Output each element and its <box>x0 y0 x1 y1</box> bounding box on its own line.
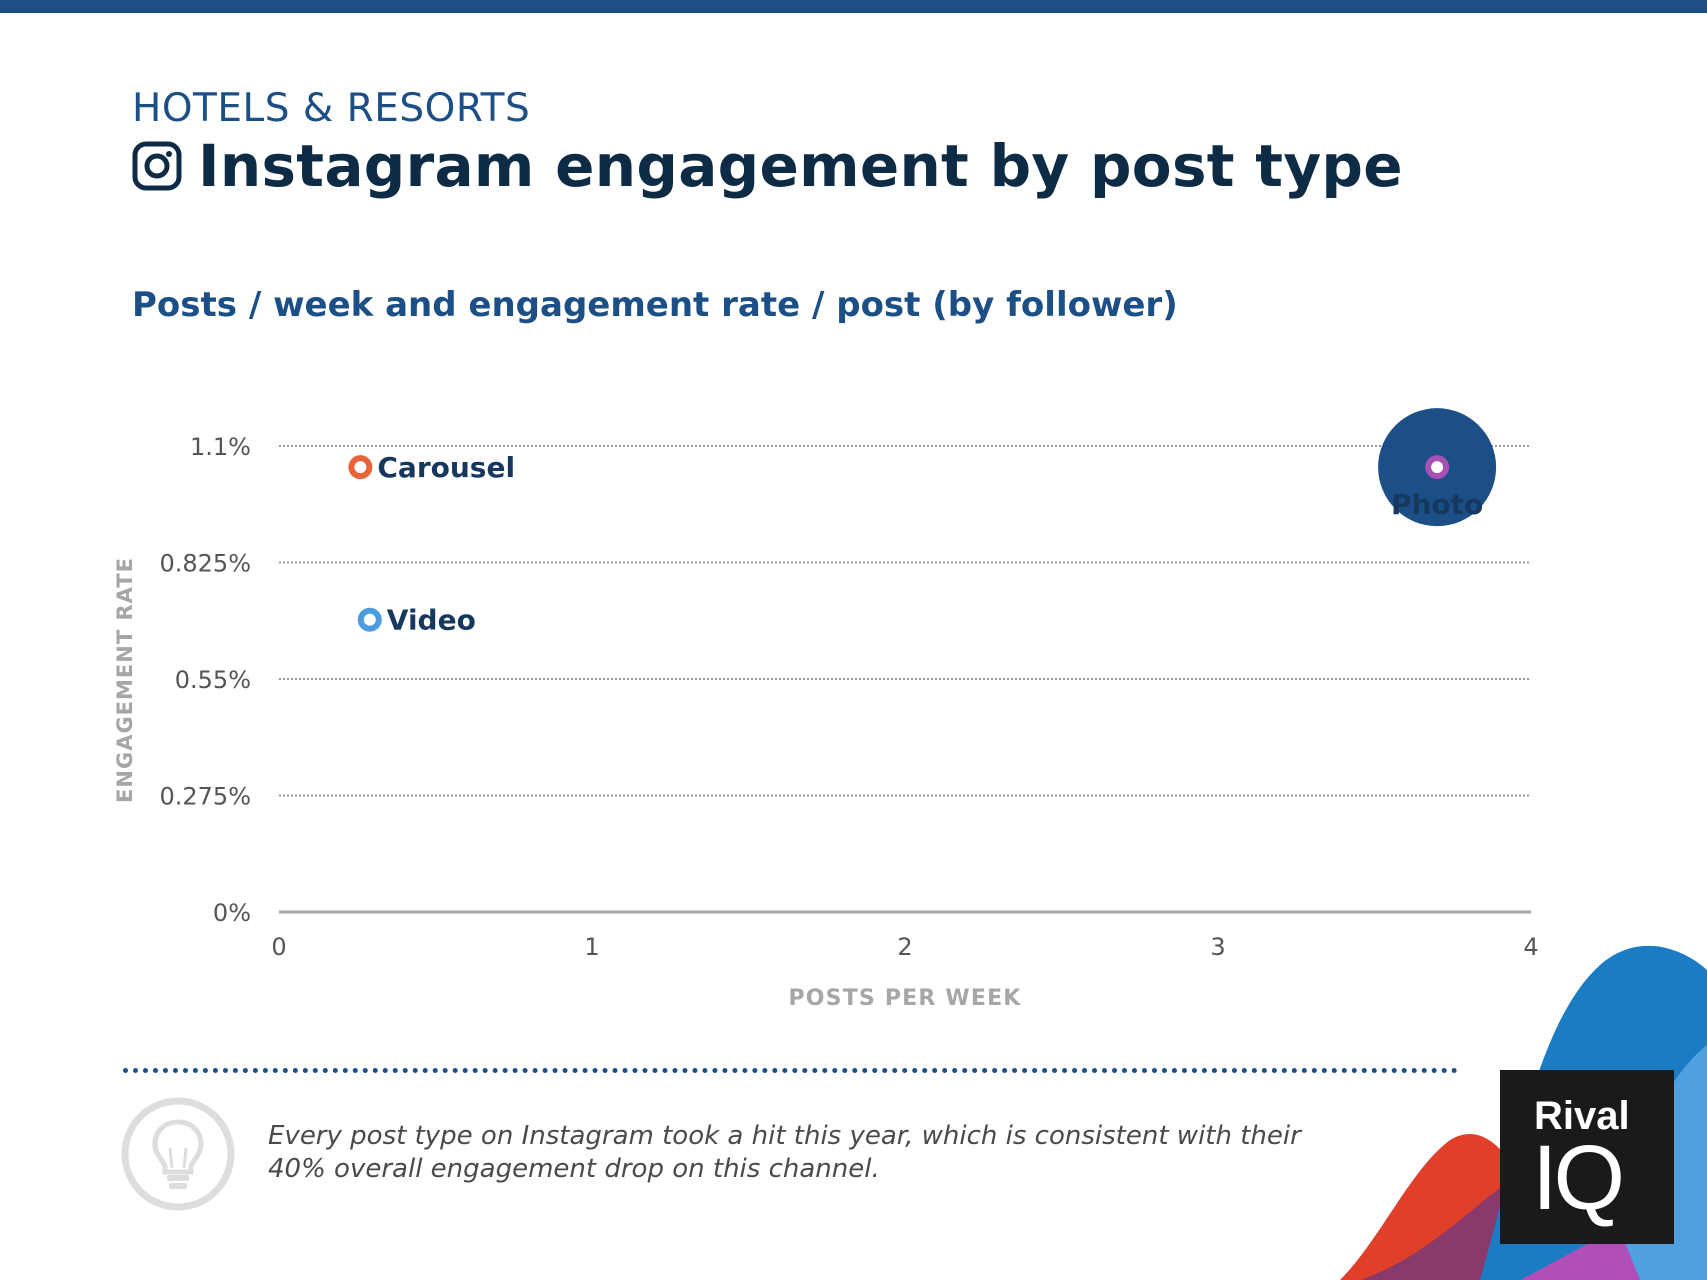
y-tick-label: 0% <box>213 899 251 927</box>
y-tick-label: 0.275% <box>159 783 251 811</box>
x-tick-label: 1 <box>584 933 599 961</box>
logo-text-rival: Rival <box>1534 1094 1630 1138</box>
point-label-carousel: Carousel <box>377 451 515 484</box>
scatter-chart: 0% 0.275% 0.55% 0.825% 1.1% 0 1 2 3 4 Carousel Vide… <box>159 408 1539 961</box>
x-tick-label: 3 <box>1210 933 1225 961</box>
point-photo <box>1425 455 1450 480</box>
point-carousel <box>348 455 373 480</box>
x-tick-label: 4 <box>1523 933 1538 961</box>
title-row: Instagram engagement by post type <box>132 132 1403 200</box>
top-accent-bar <box>0 0 1707 13</box>
point-video <box>357 607 382 632</box>
logo-text-iq: IQ <box>1532 1127 1625 1229</box>
point-label-video: Video <box>387 604 476 637</box>
category-label: HOTELS & RESORTS <box>132 86 531 131</box>
x-tick-label: 2 <box>897 933 912 961</box>
y-tick-label: 0.55% <box>175 666 251 694</box>
y-tick-label: 1.1% <box>190 433 251 461</box>
page-title: Instagram engagement by post type <box>198 132 1403 200</box>
instagram-icon <box>132 141 182 191</box>
y-axis-label: ENGAGEMENT RATE <box>113 557 137 803</box>
x-axis-label: POSTS PER WEEK <box>788 986 1022 1011</box>
insight-text: Every post type on Instagram took a hit … <box>268 1121 1301 1184</box>
rivaliq-logo: Rival IQ <box>1500 1070 1674 1244</box>
point-label-photo: Photo <box>1391 488 1483 521</box>
lightbulb-icon <box>121 1097 235 1211</box>
section-divider <box>123 1068 1458 1073</box>
y-tick-label: 0.825% <box>159 550 251 578</box>
x-tick-label: 0 <box>271 933 286 961</box>
chart-subtitle: Posts / week and engagement rate / post … <box>132 285 1178 325</box>
